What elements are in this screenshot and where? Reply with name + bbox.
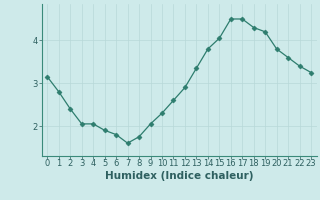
X-axis label: Humidex (Indice chaleur): Humidex (Indice chaleur)	[105, 171, 253, 181]
